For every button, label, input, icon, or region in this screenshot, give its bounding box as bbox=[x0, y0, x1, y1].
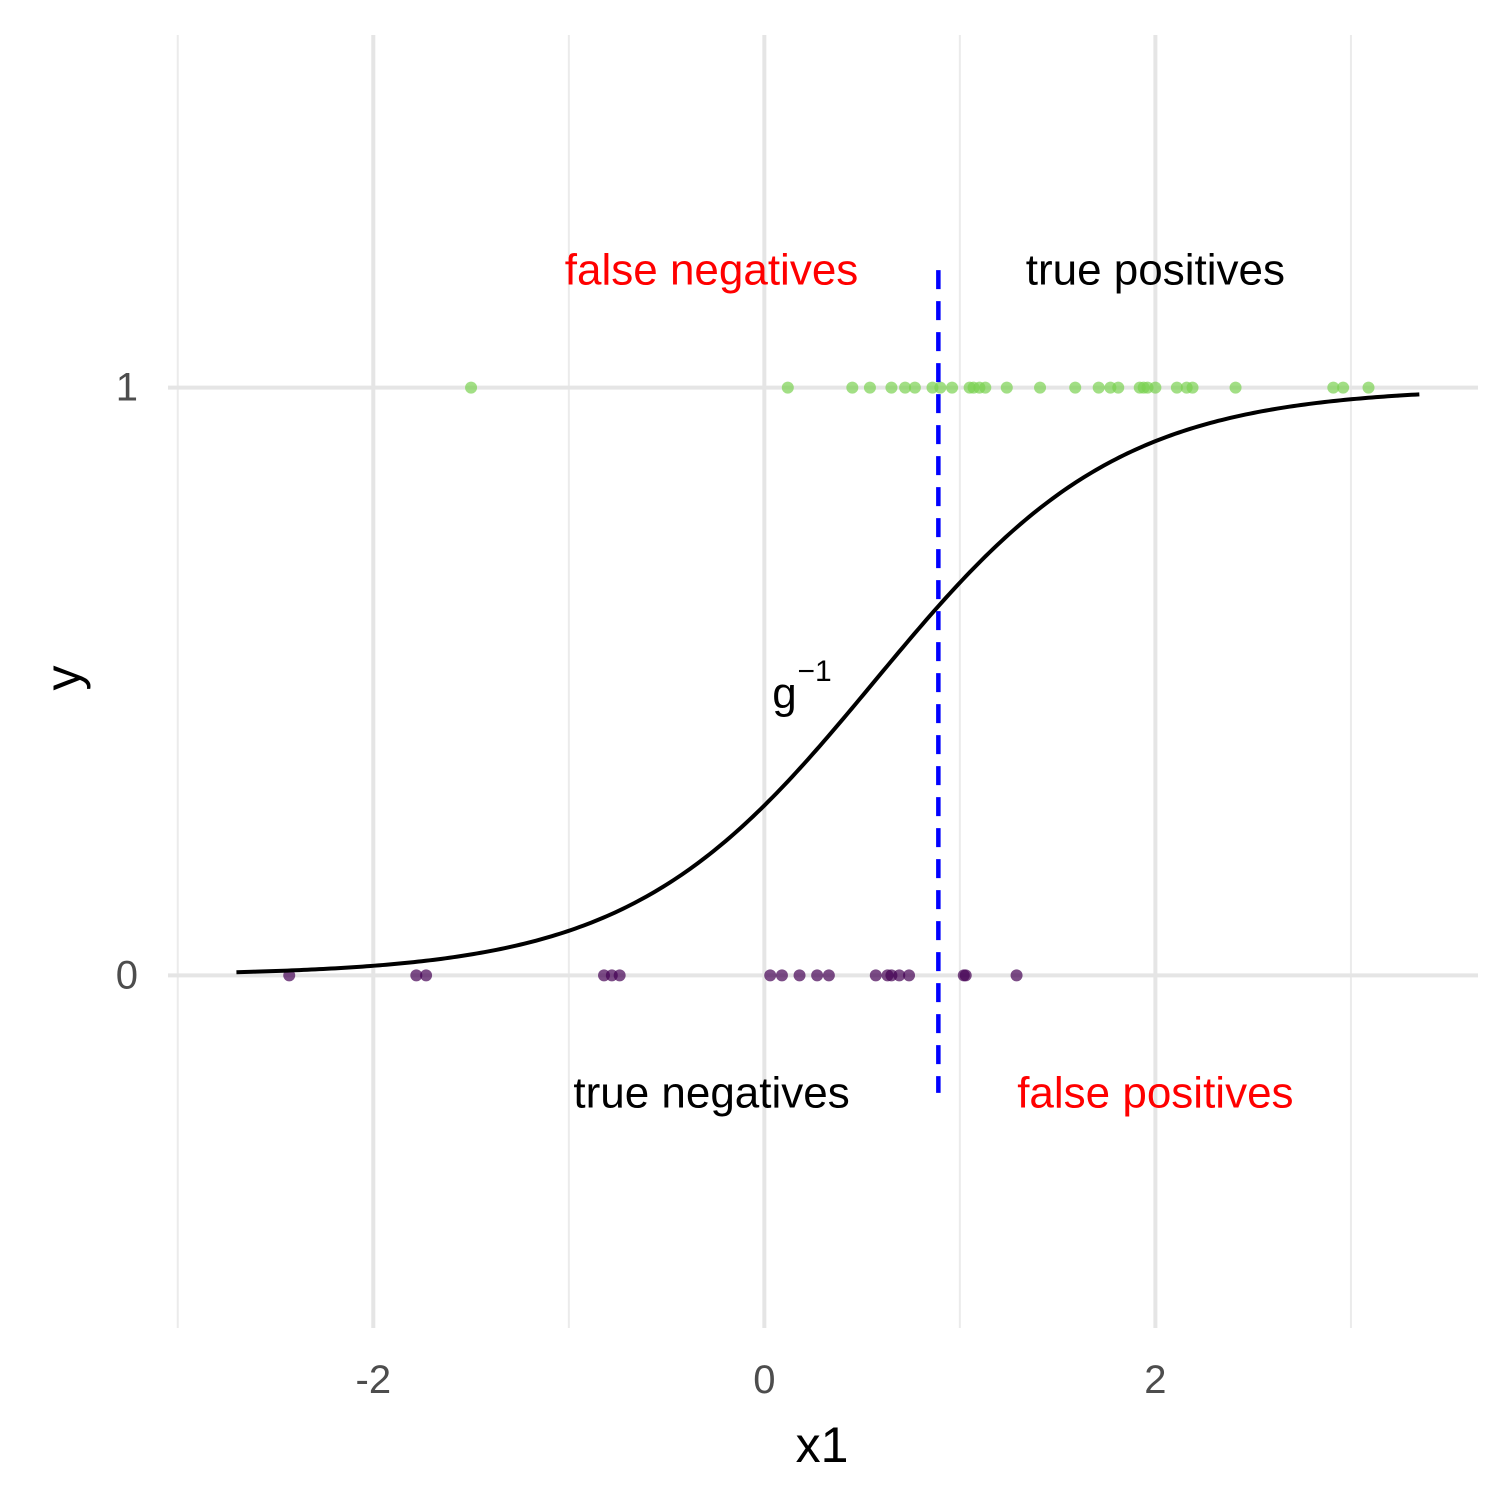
data-point bbox=[1327, 381, 1340, 394]
y-axis-tick-labels: 01 bbox=[116, 366, 138, 998]
data-point bbox=[1337, 381, 1350, 394]
data-point bbox=[781, 381, 794, 394]
true-positives-label: true positives bbox=[1026, 246, 1285, 295]
false-positives-label: false positives bbox=[1017, 1068, 1293, 1117]
data-point bbox=[764, 969, 777, 982]
x-axis-tick-labels: -2 0 2 bbox=[356, 1358, 1167, 1402]
data-point bbox=[863, 381, 876, 394]
data-point bbox=[869, 969, 882, 982]
y-tick-label: 1 bbox=[116, 366, 138, 410]
data-point bbox=[1229, 381, 1242, 394]
data-point bbox=[1170, 381, 1183, 394]
x-axis-title: x1 bbox=[796, 1417, 849, 1473]
data-point bbox=[793, 969, 806, 982]
data-point bbox=[1186, 381, 1199, 394]
data-point bbox=[1010, 969, 1023, 982]
curve-label-superscript: −1 bbox=[798, 655, 832, 688]
x-tick-label: 2 bbox=[1144, 1358, 1166, 1402]
major-gridlines bbox=[168, 35, 1478, 1328]
data-point bbox=[846, 381, 859, 394]
data-point bbox=[908, 381, 921, 394]
data-point bbox=[822, 969, 835, 982]
false-negatives-label: false negatives bbox=[565, 246, 859, 295]
data-point bbox=[465, 381, 478, 394]
inverse-link-curve bbox=[236, 392, 1420, 975]
curve-label: g bbox=[772, 669, 796, 718]
data-points bbox=[283, 381, 1375, 982]
data-point bbox=[420, 969, 433, 982]
true-negatives-label: true negatives bbox=[573, 1068, 849, 1117]
x-tick-label: -2 bbox=[356, 1358, 392, 1402]
data-point bbox=[885, 381, 898, 394]
data-point bbox=[979, 381, 992, 394]
data-point bbox=[946, 381, 959, 394]
y-tick-label: 0 bbox=[116, 953, 138, 997]
x-tick-label: 0 bbox=[753, 1358, 775, 1402]
data-point bbox=[899, 381, 912, 394]
data-point bbox=[811, 969, 824, 982]
data-point bbox=[959, 969, 972, 982]
data-point bbox=[1362, 381, 1375, 394]
data-point bbox=[613, 969, 626, 982]
data-point bbox=[1069, 381, 1082, 394]
data-point bbox=[1112, 381, 1125, 394]
data-point bbox=[903, 969, 916, 982]
data-point bbox=[893, 969, 906, 982]
data-point bbox=[775, 969, 788, 982]
data-point bbox=[934, 381, 947, 394]
minor-gridlines bbox=[176, 35, 1352, 1328]
data-point bbox=[1000, 381, 1013, 394]
data-point bbox=[410, 969, 423, 982]
data-point bbox=[1149, 381, 1162, 394]
data-point bbox=[1034, 381, 1047, 394]
data-point bbox=[1092, 381, 1105, 394]
y-axis-title: y bbox=[35, 666, 91, 691]
